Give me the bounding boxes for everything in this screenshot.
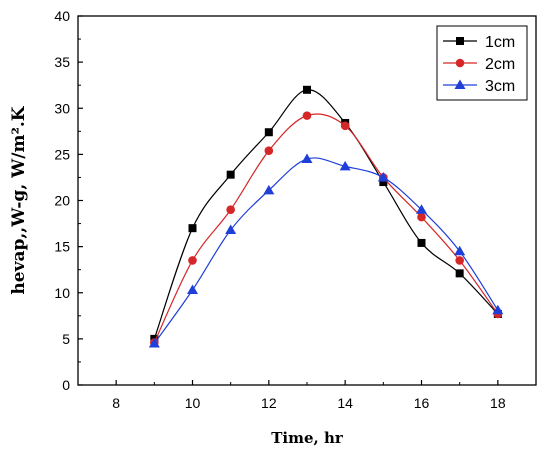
- data-point: [187, 284, 198, 294]
- data-point: [188, 224, 197, 233]
- legend-label: 3cm: [485, 78, 515, 95]
- data-point: [263, 184, 275, 195]
- data-point: [417, 238, 426, 247]
- legend-entry: 1cm: [443, 34, 515, 51]
- data-point: [492, 304, 504, 315]
- legend-label: 2cm: [485, 56, 515, 73]
- y-tick-label: 0: [62, 377, 70, 393]
- data-point: [455, 256, 464, 265]
- data-point: [303, 85, 311, 94]
- y-tick-label: 10: [54, 285, 70, 301]
- data-point: [302, 111, 312, 120]
- y-tick-label: 15: [54, 239, 70, 255]
- series-2cm: [150, 111, 503, 347]
- data-point: [377, 171, 389, 182]
- y-tick-label: 5: [62, 331, 70, 347]
- legend-marker: [456, 37, 464, 45]
- x-axis-title: Time, hr: [271, 429, 344, 447]
- series-line: [153, 89, 499, 340]
- legend-entry: 2cm: [443, 56, 515, 73]
- data-point: [225, 224, 237, 235]
- data-point: [226, 170, 235, 179]
- legend-marker: [454, 79, 466, 89]
- legend-label: 1cm: [485, 34, 515, 51]
- data-point: [379, 178, 388, 187]
- series-3cm: [148, 153, 504, 348]
- x-tick-label: 10: [185, 395, 201, 411]
- y-tick-label: 20: [54, 193, 70, 209]
- y-tick-label: 40: [54, 8, 70, 24]
- series-layer: [148, 85, 504, 348]
- y-tick-label: 30: [54, 100, 70, 116]
- y-tick-label: 25: [54, 146, 70, 162]
- series-line: [153, 113, 499, 343]
- data-point: [148, 337, 160, 348]
- data-point: [454, 245, 466, 256]
- legend-marker: [455, 58, 465, 68]
- series-1cm: [150, 85, 502, 343]
- data-point: [301, 153, 313, 163]
- data-point: [417, 212, 426, 222]
- y-tick-label: 35: [54, 54, 70, 70]
- data-point: [226, 205, 235, 215]
- legend-entry: 3cm: [443, 78, 515, 95]
- data-point: [416, 204, 427, 214]
- data-point: [339, 160, 351, 171]
- x-tick-label: 14: [337, 395, 353, 411]
- data-point: [188, 256, 197, 265]
- y-axis-ticks: 0 5 10 15 20 25 30 35 40: [54, 8, 83, 393]
- data-point: [340, 121, 350, 131]
- legend: 1cm 2cm 3cm: [436, 25, 528, 101]
- series-line: [153, 157, 499, 344]
- data-point: [264, 146, 274, 155]
- data-point: [455, 269, 464, 278]
- x-tick-label: 8: [112, 395, 120, 411]
- x-tick-label: 12: [261, 395, 277, 411]
- x-tick-label: 18: [490, 395, 506, 411]
- data-point: [264, 128, 273, 137]
- x-tick-label: 16: [414, 395, 430, 411]
- y-axis-title: hevap,,W-g, W/m².K: [9, 105, 29, 294]
- x-axis-ticks: 8 10 12 14 16 18: [77, 380, 537, 411]
